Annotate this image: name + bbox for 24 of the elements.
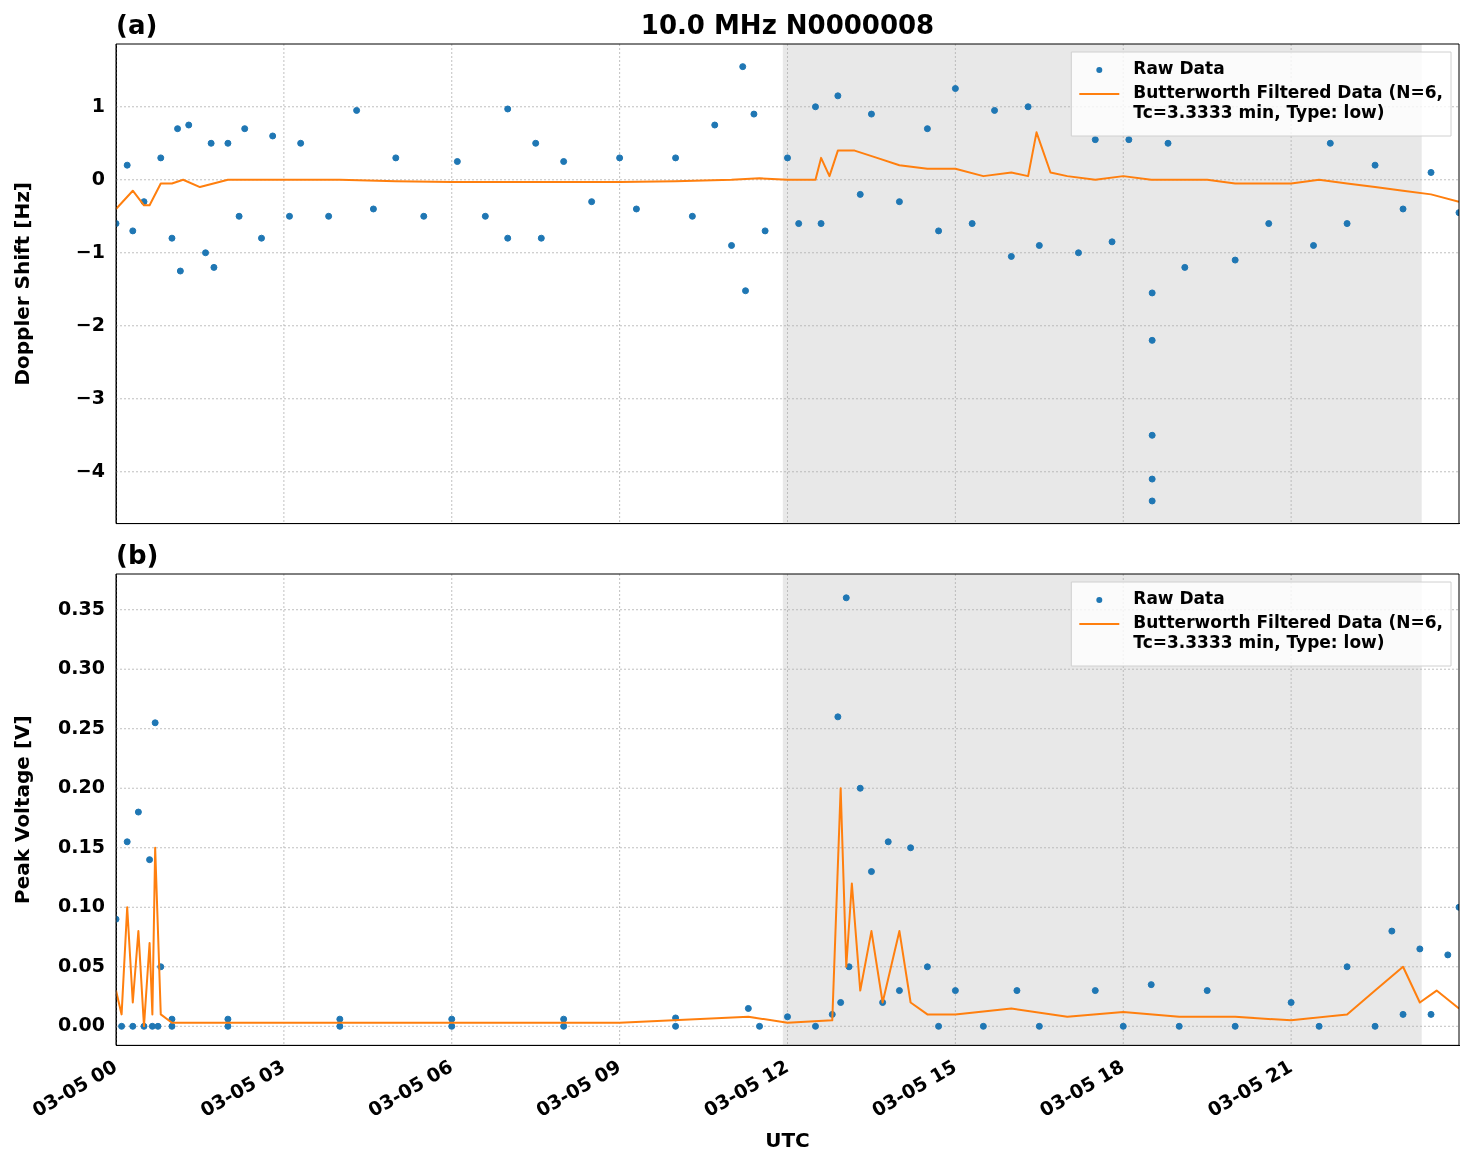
y-tick-label: −3	[75, 385, 105, 408]
y-tick-label: 0.35	[58, 596, 105, 619]
y-tick-label: −4	[75, 458, 105, 481]
legend-label: Raw Data	[1133, 588, 1225, 609]
text: (a)	[116, 9, 158, 40]
y-tick-label: 0.00	[58, 1013, 105, 1036]
y-tick-label: 0	[91, 166, 105, 189]
text: (b)	[116, 539, 159, 570]
y-tick-label: 0.25	[58, 715, 105, 738]
y-tick-label: 0.30	[58, 656, 105, 679]
y-tick-label: 0.05	[58, 953, 105, 976]
x-axis-title: UTC	[765, 1128, 810, 1153]
y-axis-title: Peak Voltage [V]	[10, 715, 35, 904]
legend-label: Butterworth Filtered Data (N=6, Tc=3.3333 min, Type: low)	[1133, 82, 1444, 123]
y-tick-label: −2	[75, 312, 105, 335]
y-tick-label: −1	[75, 239, 105, 262]
y-tick-label: 0.20	[58, 775, 105, 798]
y-tick-label: 0.15	[58, 834, 105, 857]
y-axis-title: Doppler Shift [Hz]	[10, 182, 35, 386]
legend-label: Raw Data	[1133, 58, 1225, 79]
legend-label: Butterworth Filtered Data (N=6, Tc=3.3333 min, Type: low)	[1133, 612, 1444, 653]
y-tick-label: 0.10	[58, 894, 105, 917]
chart-title: 10.0 MHz N0000008	[640, 9, 935, 40]
y-tick-label: 1	[91, 93, 105, 116]
